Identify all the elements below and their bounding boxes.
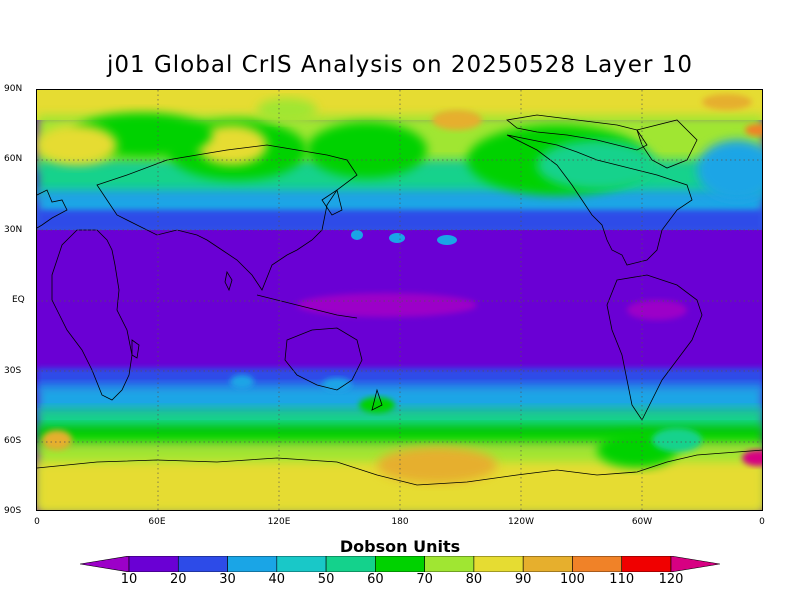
colorbar-segment — [621, 556, 672, 572]
colorbar-tick-label: 20 — [169, 572, 187, 587]
colorbar-tick-label: 40 — [268, 572, 286, 587]
lat-label-90n: 90N — [4, 84, 23, 94]
colorbar-segment — [128, 556, 179, 572]
lon-label-0-east: 0 — [759, 517, 765, 527]
colorbar-segment — [325, 556, 376, 572]
lat-label-60n: 60N — [4, 154, 23, 164]
lat-label-60s: 60S — [4, 436, 22, 446]
colorbar-tick-label: 70 — [416, 572, 433, 587]
colorbar-segment — [177, 556, 228, 572]
colorbar-segment — [227, 556, 278, 572]
colorbar-tick-label: 60 — [367, 572, 384, 587]
graticule — [37, 90, 762, 510]
lat-label-30s: 30S — [4, 366, 22, 376]
lat-label-30n: 30N — [4, 225, 23, 235]
lat-label-90s: 90S — [4, 506, 22, 516]
colorbar-cap-high — [670, 556, 720, 572]
colorbar-tick-label: 30 — [219, 572, 236, 587]
colorbar-segment — [375, 556, 425, 572]
lon-label-60w: 60W — [631, 517, 653, 527]
colorbar-segment — [473, 556, 524, 572]
colorbar-tick-label: 10 — [120, 572, 138, 587]
colorbar-segments — [128, 556, 672, 572]
colorbar-tick-label: 90 — [514, 572, 532, 587]
lon-label-60e: 60E — [148, 517, 166, 527]
colorbar — [80, 556, 720, 572]
lon-label-0-west: 0 — [34, 517, 40, 527]
colorbar-segment — [424, 556, 475, 572]
ozone-patches — [37, 94, 762, 483]
colorbar-segment — [522, 556, 573, 572]
lon-label-120e: 120E — [267, 517, 291, 527]
colorbar-cap-low — [80, 556, 130, 572]
colorbar-tick-label: 100 — [560, 572, 585, 587]
colorbar-title: Dobson Units — [339, 537, 461, 556]
coastlines — [37, 114, 762, 486]
colorbar-tick-label: 110 — [609, 572, 635, 587]
ozone-map — [36, 89, 763, 511]
ozone-field — [37, 90, 762, 510]
lon-label-120w: 120W — [507, 517, 535, 527]
map-title: j01 Global CrIS Analysis on 20250528 Lay… — [107, 52, 693, 78]
colorbar-tick-label: 120 — [658, 572, 684, 587]
colorbar-segment — [572, 556, 623, 572]
colorbar-tick-label: 80 — [465, 572, 483, 587]
lat-label-eq: EQ — [12, 295, 25, 305]
colorbar-segment — [276, 556, 327, 572]
colorbar-tick-label: 50 — [317, 572, 335, 587]
lon-label-180: 180 — [391, 517, 409, 527]
